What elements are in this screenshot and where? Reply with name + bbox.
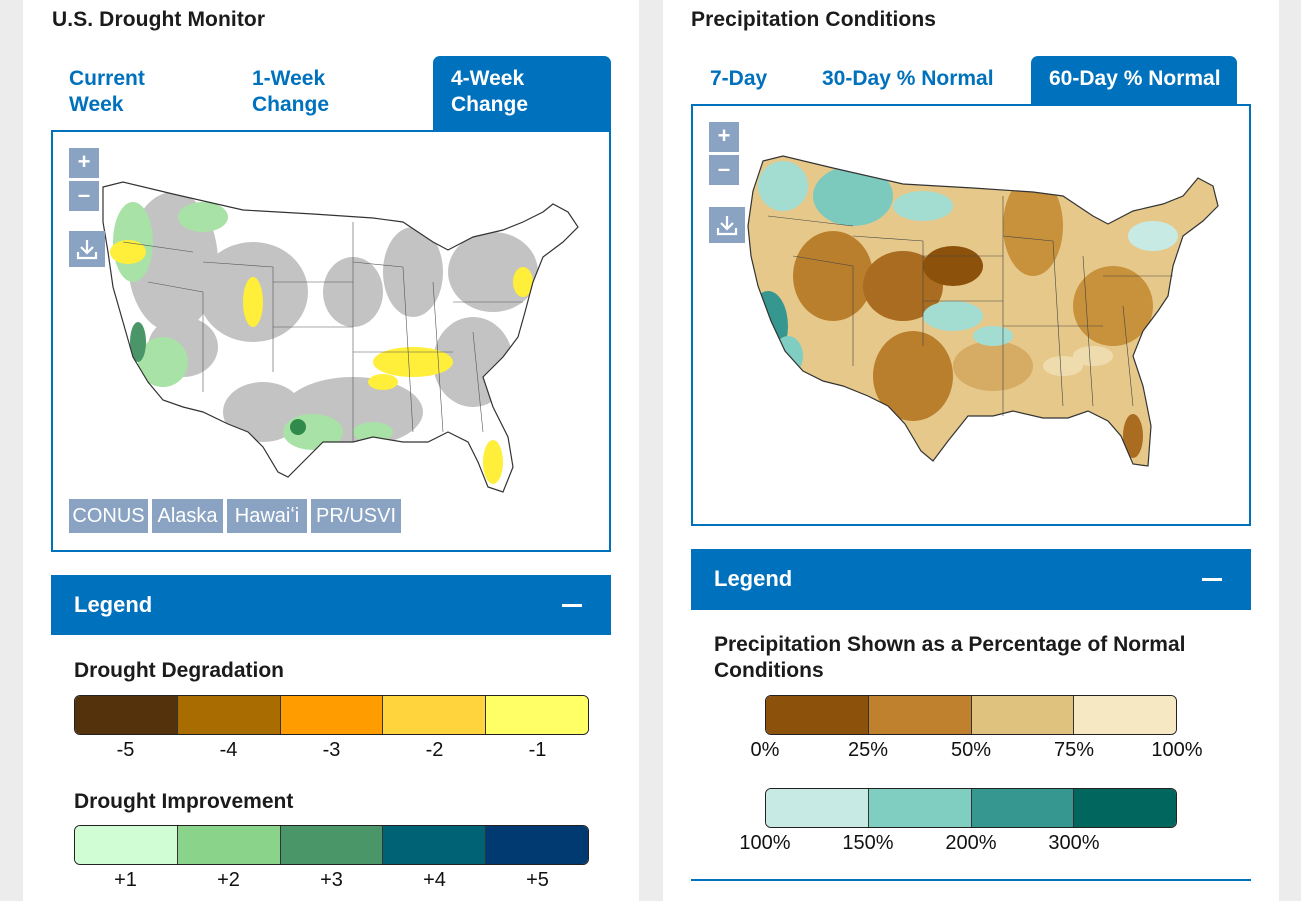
precip-wet-tick-label: 100% — [739, 832, 791, 854]
degradation-swatch — [75, 696, 178, 734]
tab-30-day-normal[interactable]: 30-Day % Normal — [822, 67, 994, 90]
download-button[interactable] — [69, 231, 105, 267]
drought-monitor-title: U.S. Drought Monitor — [52, 8, 266, 31]
improvement-swatch — [75, 826, 178, 864]
collapse-minus-icon — [1202, 578, 1222, 581]
degradation-tick-label: -4 — [219, 739, 238, 761]
improvement-tick-label: +3 — [320, 869, 343, 891]
improvement-swatch — [177, 826, 281, 864]
collapse-minus-icon — [562, 604, 582, 607]
tab-1-week-change[interactable]: 1-Week Change — [252, 66, 402, 118]
precip-dry-swatch — [1074, 696, 1176, 734]
tab-4-week-change[interactable]: 4-Week Change — [433, 56, 611, 132]
drought-legend-toggle[interactable]: Legend — [51, 575, 611, 635]
degradation-swatch — [280, 696, 384, 734]
precip-wet-swatch — [868, 789, 972, 827]
drought-change-map[interactable] — [53, 132, 609, 550]
degradation-tick-label: -1 — [528, 739, 547, 761]
precip-wet-tick-label: 200% — [945, 832, 997, 854]
precip-map-frame: + – — [691, 104, 1251, 526]
precip-dry-tick-label: 100% — [1151, 739, 1203, 761]
zoom-in-button[interactable]: + — [69, 148, 99, 178]
precip-legend-label: Legend — [714, 566, 793, 591]
precip-dry-swatch — [868, 696, 972, 734]
download-icon — [716, 216, 738, 236]
precip-wet-tick-label: 150% — [842, 832, 894, 854]
drought-degradation-heading: Drought Degradation — [74, 659, 284, 682]
degradation-color-scale — [74, 695, 589, 735]
precip-legend-heading: Precipitation Shown as a Percentage of N… — [714, 633, 1186, 682]
improvement-tick-label: +1 — [114, 869, 137, 891]
precip-dry-tick-label: 50% — [950, 739, 992, 761]
improvement-swatch — [486, 826, 588, 864]
drought-map-frame: + – — [51, 130, 611, 552]
precip-zoom-out-button[interactable]: – — [709, 155, 739, 185]
precip-wet-swatch — [766, 789, 869, 827]
region-hawaii-button[interactable]: Hawaiʻi — [227, 499, 307, 533]
precip-zoom-in-button[interactable]: + — [709, 122, 739, 152]
tab-current-week[interactable]: Current Week — [69, 66, 219, 118]
tab-7-day[interactable]: 7-Day — [710, 67, 768, 90]
precipitation-title: Precipitation Conditions — [691, 8, 937, 31]
improvement-tick-label: +5 — [526, 869, 549, 891]
degradation-swatch — [177, 696, 281, 734]
improvement-tick-label: +4 — [423, 869, 446, 891]
zoom-out-button[interactable]: – — [69, 181, 99, 211]
precip-download-button[interactable] — [709, 207, 745, 243]
tab-4-week-line1: 4-Week — [451, 67, 525, 90]
degradation-tick-label: -3 — [322, 739, 341, 761]
tab-1-week-line2: Change — [252, 93, 330, 116]
improvement-color-scale — [74, 825, 589, 865]
improvement-swatch — [280, 826, 384, 864]
precip-dry-swatch — [766, 696, 869, 734]
precip-legend-toggle[interactable]: Legend — [691, 549, 1251, 610]
degradation-swatch — [383, 696, 487, 734]
precip-wet-swatch — [971, 789, 1075, 827]
tab-60-day-normal[interactable]: 60-Day % Normal — [1031, 56, 1237, 106]
precip-dry-tick-label: 75% — [1053, 739, 1095, 761]
region-conus-button[interactable]: CONUS — [69, 499, 148, 533]
precip-wet-tick-label: 300% — [1048, 832, 1100, 854]
improvement-swatch — [383, 826, 487, 864]
download-icon — [76, 240, 98, 260]
precipitation-map[interactable] — [693, 106, 1249, 524]
bottom-divider — [691, 879, 1251, 881]
region-pr-usvi-button[interactable]: PR/USVI — [311, 499, 401, 533]
tab-4-week-line2: Change — [451, 93, 529, 116]
tab-current-week-line1: Current — [69, 67, 145, 90]
precip-dry-tick-label: 25% — [847, 739, 889, 761]
precip-dry-tick-label: 0% — [750, 739, 780, 761]
precip-wet-color-scale — [765, 788, 1177, 828]
tab-current-week-line2: Week — [69, 93, 124, 116]
degradation-tick-label: -5 — [116, 739, 135, 761]
degradation-swatch — [486, 696, 588, 734]
precip-wet-swatch — [1074, 789, 1176, 827]
degradation-tick-label: -2 — [425, 739, 444, 761]
drought-improvement-heading: Drought Improvement — [74, 790, 294, 813]
precip-dry-color-scale — [765, 695, 1177, 735]
drought-legend-label: Legend — [74, 592, 153, 617]
improvement-tick-label: +2 — [217, 869, 240, 891]
tab-1-week-line1: 1-Week — [252, 67, 326, 90]
region-alaska-button[interactable]: Alaska — [152, 499, 223, 533]
precip-dry-swatch — [971, 696, 1075, 734]
